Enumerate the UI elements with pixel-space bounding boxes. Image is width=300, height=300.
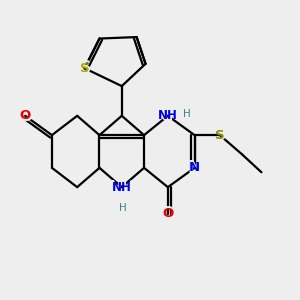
- Text: S: S: [80, 62, 89, 75]
- Text: NH: NH: [154, 108, 181, 123]
- Text: O: O: [160, 205, 175, 223]
- Text: S: S: [215, 129, 225, 142]
- Text: NH: NH: [108, 180, 135, 195]
- Text: O: O: [18, 107, 32, 125]
- Text: N: N: [187, 159, 202, 177]
- Text: H: H: [183, 109, 191, 119]
- Text: S: S: [214, 126, 226, 144]
- Text: NH: NH: [158, 109, 178, 122]
- Text: O: O: [162, 207, 173, 220]
- Text: S: S: [78, 59, 91, 77]
- Text: O: O: [20, 109, 31, 122]
- Text: H: H: [119, 202, 127, 213]
- Text: NH: NH: [112, 181, 132, 194]
- Text: N: N: [189, 161, 200, 174]
